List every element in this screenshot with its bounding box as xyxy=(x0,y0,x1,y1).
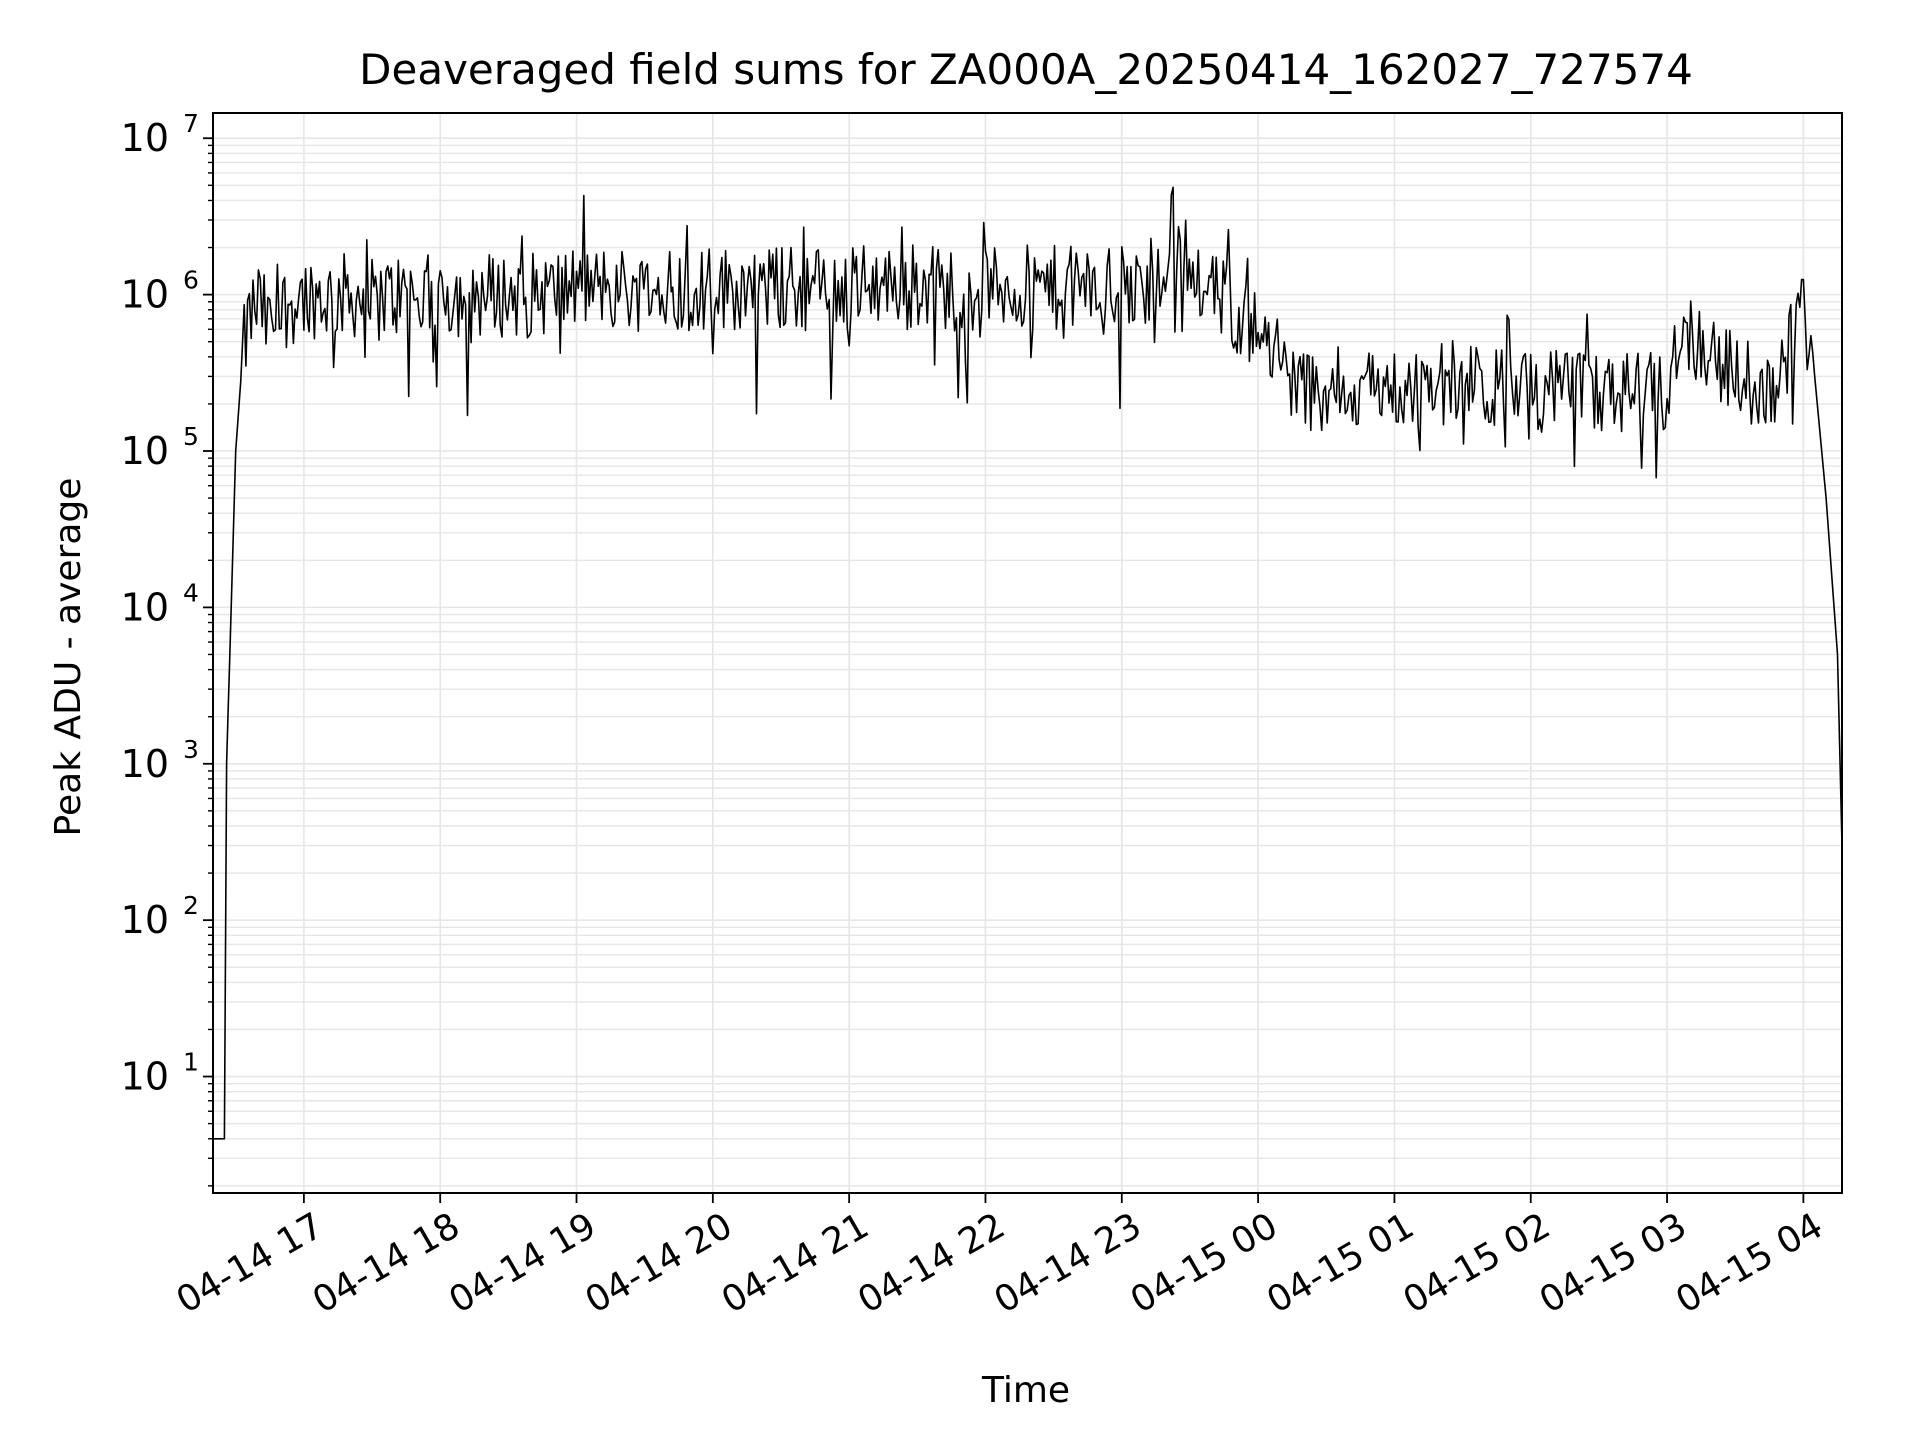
y-tick-exponent: 1 xyxy=(183,1048,199,1077)
y-tick-base: 10 xyxy=(121,898,169,942)
x-tick-label: 04-14 18 xyxy=(306,1205,467,1321)
plot-area-frame xyxy=(212,112,1843,1194)
x-axis-label: Time xyxy=(981,1370,1070,1411)
y-tick-exponent: 4 xyxy=(183,578,199,607)
y-tick-label: 10 xyxy=(121,585,169,629)
x-tick-label: 04-15 00 xyxy=(1124,1205,1285,1321)
x-tick-label: 04-14 19 xyxy=(442,1205,603,1321)
y-tick-exponent: 3 xyxy=(183,735,199,764)
y-tick-label: 10 xyxy=(121,429,169,473)
y-tick-exponent: 6 xyxy=(183,266,199,295)
y-tick-base: 10 xyxy=(121,116,169,160)
x-tick-label: 04-15 03 xyxy=(1533,1205,1694,1321)
y-tick-exponent: 5 xyxy=(183,422,199,451)
y-tick-label: 10 xyxy=(121,742,169,786)
x-tick-label: 04-15 02 xyxy=(1397,1205,1558,1321)
x-tick-label: 04-14 23 xyxy=(988,1205,1149,1321)
y-tick-base: 10 xyxy=(121,1055,169,1099)
x-tick-label: 04-14 21 xyxy=(715,1205,876,1321)
x-tick-label: 04-14 17 xyxy=(170,1205,331,1321)
y-tick-label: 10 xyxy=(121,273,169,317)
y-tick-exponent: 7 xyxy=(183,109,199,138)
y-axis-label: Peak ADU - average xyxy=(48,478,89,837)
x-tick-label: 04-15 04 xyxy=(1669,1205,1830,1321)
x-tick-label: 04-15 01 xyxy=(1260,1205,1421,1321)
series-line xyxy=(213,186,1843,1140)
y-tick-base: 10 xyxy=(121,273,169,317)
y-tick-label: 10 xyxy=(121,116,169,160)
chart-title: Deaveraged field sums for ZA000A_2025041… xyxy=(359,45,1693,94)
y-tick-base: 10 xyxy=(121,585,169,629)
grid xyxy=(213,113,1842,1193)
y-tick-label: 10 xyxy=(121,898,169,942)
x-tick-label: 04-14 22 xyxy=(851,1205,1012,1321)
y-tick-label: 10 xyxy=(121,1055,169,1099)
y-tick-base: 10 xyxy=(121,429,169,473)
y-tick-exponent: 2 xyxy=(183,891,199,920)
x-tick-label: 04-14 20 xyxy=(579,1205,740,1321)
y-tick-base: 10 xyxy=(121,742,169,786)
